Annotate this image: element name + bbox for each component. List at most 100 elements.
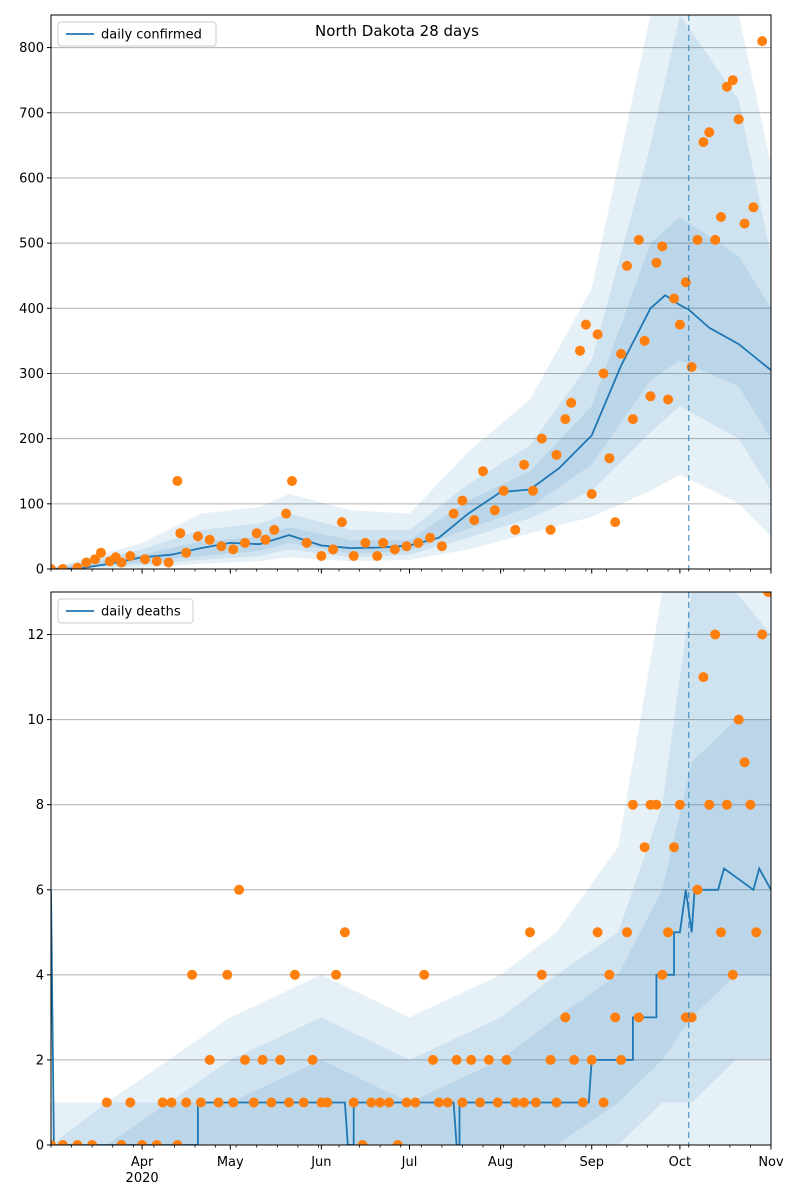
data-point [266, 1097, 277, 1108]
data-point [616, 348, 627, 359]
data-point [633, 234, 644, 245]
data-point [733, 114, 744, 125]
data-point [240, 537, 250, 548]
data-point [645, 391, 656, 402]
data-point [492, 1097, 503, 1108]
data-point [413, 537, 424, 548]
data-point [536, 969, 547, 980]
data-point [72, 562, 83, 569]
data-point [551, 449, 562, 460]
legend-box [57, 21, 217, 47]
data-point [125, 1097, 136, 1108]
data-point [401, 1097, 412, 1108]
data-point [172, 1140, 183, 1145]
data-point [90, 554, 101, 565]
data-point [410, 1097, 421, 1108]
data-point [674, 799, 685, 810]
data-point [530, 1097, 541, 1108]
data-point [657, 969, 668, 980]
data-point [357, 1140, 368, 1145]
data-point [710, 629, 721, 640]
data-point [101, 1097, 112, 1108]
data-point [181, 1097, 192, 1108]
data-point [727, 969, 738, 980]
data-point [510, 1097, 521, 1108]
data-point [528, 485, 538, 496]
data-point [566, 397, 577, 408]
y-tick-label: 0 [36, 563, 44, 578]
uncertainty-band [51, 15, 771, 569]
data-point [510, 524, 521, 535]
data-point [433, 1097, 444, 1108]
data-point [257, 1054, 268, 1065]
data-point [372, 551, 383, 561]
y-tick-label: 700 [19, 106, 44, 121]
data-point [301, 537, 312, 548]
data-point [763, 592, 771, 597]
y-tick-label: 800 [19, 41, 44, 56]
data-point [442, 1097, 453, 1108]
data-point [627, 799, 638, 810]
data-point [125, 551, 136, 561]
data-point [419, 969, 430, 980]
data-point [298, 1097, 309, 1108]
data-point [392, 1140, 403, 1145]
data-point [316, 551, 327, 561]
data-point [213, 1097, 224, 1108]
data-point [669, 293, 679, 304]
data-point [545, 524, 556, 535]
data-point [204, 534, 215, 545]
x-tick-label: Sep [579, 1155, 604, 1170]
data-point [228, 544, 239, 555]
x-tick-label: Nov [758, 1155, 784, 1170]
data-point [751, 927, 762, 938]
data-point [222, 969, 233, 980]
data-point [577, 1097, 588, 1108]
data-point [757, 36, 768, 47]
data-point [739, 757, 750, 768]
data-point [580, 319, 591, 330]
data-point [284, 1097, 294, 1108]
data-point [457, 495, 468, 506]
data-point [348, 1097, 359, 1108]
y-tick-label: 4 [36, 968, 44, 983]
data-point [592, 329, 603, 340]
data-point [251, 528, 262, 539]
y-tick-label: 400 [19, 302, 44, 317]
x-tick-label: 2020 [126, 1171, 159, 1186]
data-point [604, 969, 615, 980]
data-point [436, 541, 447, 552]
data-point [428, 1054, 438, 1065]
data-point [498, 485, 509, 496]
x-tick-label: May [217, 1155, 244, 1170]
x-tick-label: Oct [669, 1155, 691, 1170]
data-point [389, 544, 400, 555]
legend-label: daily deaths [101, 605, 181, 620]
data-point [336, 517, 347, 528]
data-point [240, 1054, 250, 1065]
data-point [727, 75, 738, 86]
chart-title: North Dakota 28 days [315, 22, 479, 40]
data-point [248, 1097, 259, 1108]
data-point [733, 714, 744, 725]
data-point [704, 799, 715, 810]
data-point [360, 537, 371, 548]
legend: daily confirmed [57, 21, 217, 47]
data-point [96, 547, 106, 558]
data-point [536, 433, 547, 444]
data-point [674, 319, 685, 330]
legend: daily deaths [57, 598, 194, 624]
data-point [157, 1097, 168, 1108]
uncertainty-band [51, 719, 771, 1145]
data-point [569, 1054, 580, 1065]
data-point [748, 202, 759, 213]
data-point [598, 368, 609, 379]
data-point [633, 1012, 644, 1023]
data-point [137, 1140, 148, 1145]
data-point [592, 927, 603, 938]
legend-label: daily confirmed [101, 28, 202, 43]
data-point [519, 1097, 530, 1108]
y-tick-label: 100 [19, 497, 44, 512]
